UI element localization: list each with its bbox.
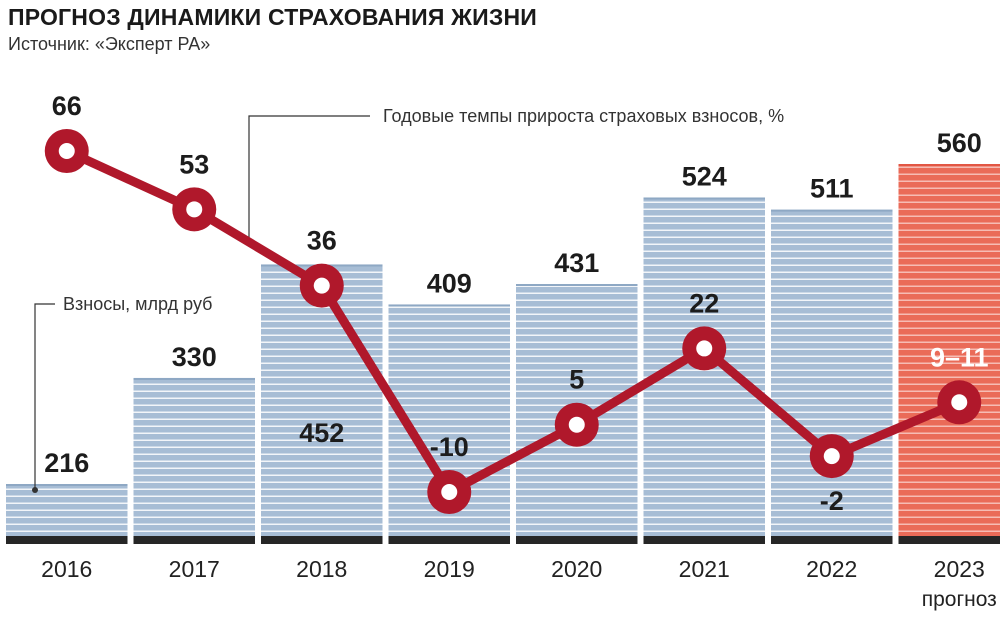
line-legend-label: Годовые темпы прироста страховых взносов… bbox=[383, 106, 784, 126]
bar-top-edge bbox=[6, 484, 128, 486]
growth-point-center bbox=[186, 201, 203, 218]
labels-layer: 2016 216 2017 330 2018 452 2019 409 2020 431 2021 5… bbox=[41, 91, 997, 611]
bar-top-edge bbox=[133, 377, 255, 380]
growth-point-center bbox=[313, 277, 330, 294]
bar-value-label: 511 bbox=[810, 174, 854, 204]
growth-point-center bbox=[58, 143, 75, 159]
bar-top-edge bbox=[516, 284, 638, 286]
growth-point-center bbox=[696, 340, 713, 357]
bar-top-edge bbox=[898, 164, 1000, 166]
growth-point-center bbox=[568, 416, 585, 433]
bar-legend-leader bbox=[34, 303, 55, 490]
x-tick-label: 2022 bbox=[806, 556, 857, 582]
growth-point-center bbox=[951, 394, 968, 411]
x-tick-sublabel: прогноз bbox=[922, 588, 997, 611]
bar-value-label: 431 bbox=[554, 248, 599, 278]
bar-2023 bbox=[898, 164, 1000, 536]
bar-value-label: 524 bbox=[682, 161, 727, 191]
bar-2016 bbox=[6, 484, 128, 536]
bar-top-edge bbox=[771, 209, 893, 212]
x-tick-label: 2021 bbox=[679, 556, 730, 582]
bar-top-edge bbox=[388, 304, 510, 307]
x-tick-label: 2018 bbox=[296, 556, 347, 582]
x-tick-label: 2023 bbox=[934, 556, 985, 582]
bar-base bbox=[898, 536, 1000, 544]
line-legend-leader bbox=[248, 115, 370, 241]
bar-value-label: 560 bbox=[937, 128, 982, 158]
bar-base bbox=[6, 536, 128, 544]
growth-value-label: 53 bbox=[179, 149, 209, 179]
bar-top-edge bbox=[643, 197, 765, 200]
x-tick-label: 2017 bbox=[169, 556, 220, 582]
bar-base bbox=[133, 536, 255, 544]
growth-value-label: 22 bbox=[689, 288, 719, 318]
growth-value-label: 9–11 bbox=[930, 342, 989, 372]
x-tick-label: 2016 bbox=[41, 556, 92, 582]
bar-legend-label: Взносы, млрд руб bbox=[63, 294, 212, 314]
growth-value-label: -10 bbox=[430, 432, 469, 462]
bar-base bbox=[771, 536, 893, 544]
bar-2022 bbox=[771, 209, 893, 536]
bar-legend-dot bbox=[32, 487, 38, 493]
chart-title: ПРОГНОЗ ДИНАМИКИ СТРАХОВАНИЯ ЖИЗНИ bbox=[8, 4, 538, 30]
bar-base bbox=[516, 536, 638, 544]
annotations-layer: Годовые темпы прироста страховых взносов… bbox=[32, 106, 784, 493]
bar-value-label: 216 bbox=[44, 448, 89, 478]
bar-base bbox=[261, 536, 383, 544]
chart-source: Источник: «Эксперт РА» bbox=[8, 34, 211, 54]
bar-2017 bbox=[133, 377, 255, 536]
growth-value-label: 36 bbox=[307, 226, 337, 256]
bar-2018 bbox=[261, 264, 383, 536]
bar-value-label: 330 bbox=[172, 342, 217, 372]
bar-base bbox=[388, 536, 510, 544]
growth-point-center bbox=[823, 448, 840, 465]
bar-value-label: 409 bbox=[427, 268, 472, 298]
bar-value-label: 452 bbox=[299, 418, 344, 448]
growth-point-center bbox=[441, 484, 458, 500]
x-tick-label: 2019 bbox=[424, 556, 475, 582]
x-tick-label: 2020 bbox=[551, 556, 602, 582]
bar-base bbox=[643, 536, 765, 544]
bars-layer bbox=[6, 164, 1000, 544]
growth-value-label: 5 bbox=[569, 365, 584, 395]
growth-value-label: 66 bbox=[52, 91, 82, 121]
line-layer bbox=[44, 129, 982, 514]
growth-line bbox=[64, 146, 962, 497]
growth-value-label: -2 bbox=[820, 486, 844, 516]
